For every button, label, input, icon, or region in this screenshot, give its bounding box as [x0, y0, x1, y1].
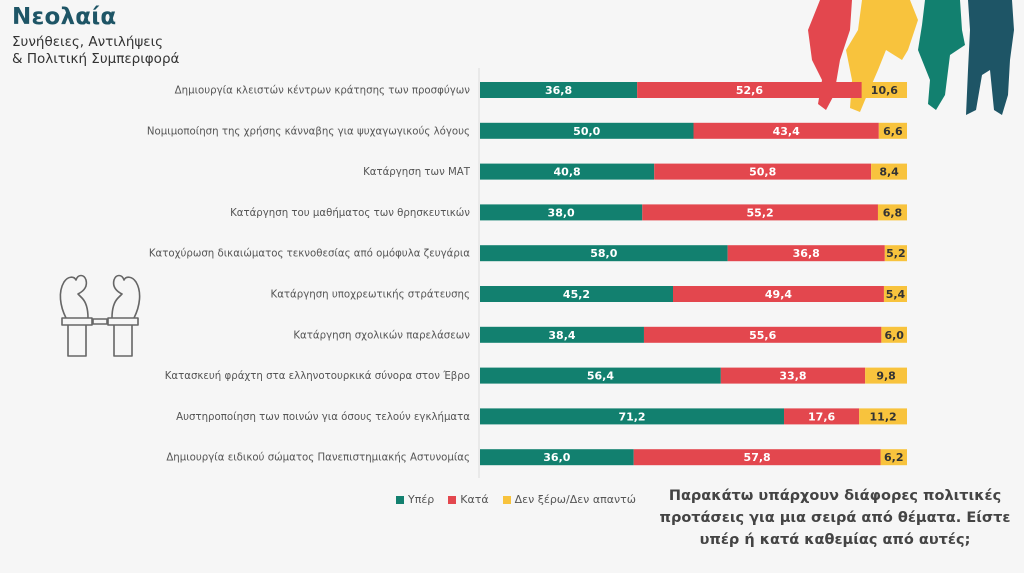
- category-label: Κατάργηση σχολικών παρελάσεων: [293, 329, 470, 341]
- handcuffed-hands-icon: [59, 274, 141, 357]
- bar-dk: [881, 326, 907, 343]
- subtitle-line-1: Συνήθειες, Αντιλήψεις: [12, 34, 164, 50]
- legend-swatch-for: [396, 495, 404, 504]
- data-label-against: 55,2: [747, 206, 774, 219]
- category-label: Αυστηροποίηση των ποινών για όσους τελού…: [176, 411, 470, 423]
- bar-against: [654, 163, 872, 180]
- category-label: Κατάργηση των ΜΑΤ: [363, 166, 471, 178]
- bar-dk: [883, 286, 907, 302]
- data-label-for: 38,0: [548, 206, 575, 219]
- bar-for: [480, 82, 638, 98]
- data-label-against: 52,6: [736, 84, 763, 97]
- category-label: Δημιουργία ειδικού σώματος Πανεπιστημιακ…: [166, 452, 470, 464]
- bar-dk: [884, 245, 907, 262]
- data-label-against: 43,4: [773, 125, 800, 138]
- data-label-dk: 10,6: [871, 84, 898, 97]
- data-label-for: 71,2: [618, 410, 645, 423]
- data-label-for: 56,4: [587, 370, 614, 383]
- bar-dk: [861, 82, 907, 98]
- bar-dk: [865, 367, 907, 384]
- bar-against: [727, 245, 885, 262]
- data-label-for: 36,8: [545, 84, 572, 97]
- legend-item-against: Κατά: [448, 493, 489, 506]
- bar-for: [480, 163, 655, 180]
- category-label: Κατασκευή φράχτη στα ελληνοτουρκικά σύνο…: [165, 370, 470, 382]
- page-subtitle: Συνήθειες, Αντιλήψεις & Πολιτική Συμπερι…: [12, 34, 179, 68]
- bar-for: [480, 408, 785, 425]
- data-label-against: 36,8: [793, 247, 820, 260]
- bar-against: [633, 449, 881, 466]
- data-label-dk: 8,4: [879, 166, 899, 179]
- bar-against: [720, 367, 866, 384]
- subtitle-line-2: & Πολιτική Συμπεριφορά: [12, 51, 180, 67]
- bar-dk: [880, 449, 907, 466]
- data-label-dk: 5,4: [886, 288, 906, 301]
- bar-dk: [859, 408, 907, 425]
- legend-swatch-dk: [502, 495, 511, 504]
- data-label-for: 58,0: [590, 247, 617, 260]
- data-label-for: 40,8: [554, 166, 581, 179]
- data-label-dk: 11,2: [870, 410, 897, 423]
- bar-for: [480, 326, 644, 343]
- bar-for: [480, 204, 643, 221]
- legend-label-for: Υπέρ: [408, 493, 435, 506]
- category-label: Κατάργηση του μαθήματος των θρησκευτικών: [230, 207, 470, 219]
- data-label-for: 45,2: [563, 288, 590, 301]
- data-label-against: 57,8: [744, 451, 771, 464]
- bar-against: [673, 286, 884, 302]
- bar-against: [637, 82, 862, 98]
- legend-label-against: Κατά: [460, 493, 489, 506]
- survey-question: Παρακάτω υπάρχουν διάφορες πολιτικές προ…: [659, 488, 1011, 548]
- bar-for: [480, 367, 721, 384]
- data-label-against: 49,4: [765, 288, 792, 301]
- data-label-dk: 6,6: [883, 125, 903, 138]
- data-label-dk: 9,8: [876, 370, 896, 383]
- silhouette-teal: [918, 0, 965, 110]
- data-label-dk: 5,2: [886, 247, 906, 260]
- data-label-against: 55,6: [749, 329, 776, 342]
- data-label-against: 17,6: [808, 410, 835, 423]
- category-label: Νομιμοποίηση της χρήσης κάνναβης για ψυχ…: [147, 125, 470, 137]
- silhouette-navy: [966, 0, 1014, 115]
- data-label-for: 36,0: [543, 451, 570, 464]
- category-label: Κατάργηση υποχρεωτικής στράτευσης: [271, 289, 470, 301]
- bar-against: [643, 326, 882, 343]
- bar-against: [693, 122, 879, 139]
- data-label-dk: 6,8: [883, 206, 903, 219]
- category-label: Κατοχύρωση δικαιώματος τεκνοθεσίας από ο…: [149, 248, 470, 260]
- bar-against: [784, 408, 860, 425]
- data-label-for: 50,0: [573, 125, 600, 138]
- silhouette-red: [808, 0, 852, 110]
- category-label: Δημιουργία κλειστών κέντρων κράτησης των…: [175, 85, 471, 97]
- data-label-dk: 6,2: [884, 451, 904, 464]
- bar-for: [480, 245, 728, 262]
- data-label-against: 50,8: [749, 166, 776, 179]
- legend-item-for: Υπέρ: [396, 493, 434, 506]
- legend: Υπέρ Κατά Δεν ξέρω/Δεν απαντώ: [396, 493, 636, 506]
- legend-item-dk: Δεν ξέρω/Δεν απαντώ: [502, 493, 636, 506]
- bar-for: [480, 449, 634, 466]
- bar-dk: [878, 122, 907, 139]
- data-label-against: 33,8: [779, 370, 806, 383]
- data-label-dk: 6,0: [884, 329, 904, 342]
- legend-label-dk: Δεν ξέρω/Δεν απαντώ: [514, 493, 636, 506]
- page-title: Νεολαία: [12, 4, 117, 30]
- data-label-for: 38,4: [548, 329, 575, 342]
- bar-dk: [877, 204, 907, 221]
- bar-for: [480, 286, 674, 302]
- bar-against: [642, 204, 878, 221]
- bar-for: [480, 122, 694, 139]
- bar-dk: [871, 163, 907, 180]
- legend-swatch-against: [448, 495, 457, 504]
